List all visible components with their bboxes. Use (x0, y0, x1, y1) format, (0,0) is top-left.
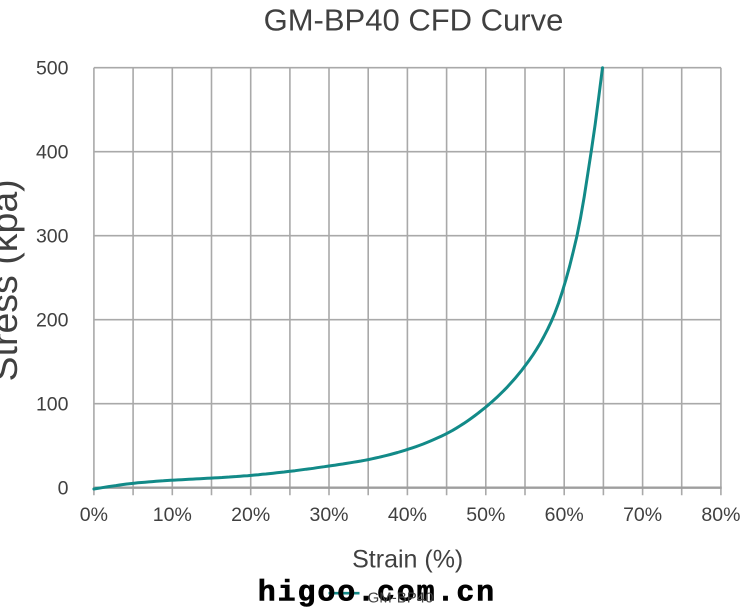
svg-text:Strain (%): Strain (%) (352, 545, 463, 573)
svg-text:60%: 60% (545, 504, 584, 526)
svg-text:500: 500 (36, 57, 69, 79)
svg-text:GM-BP40 CFD Curve: GM-BP40 CFD Curve (264, 3, 564, 38)
svg-text:GM-BP40: GM-BP40 (368, 589, 434, 606)
svg-text:200: 200 (36, 309, 69, 331)
svg-text:70%: 70% (623, 504, 662, 526)
svg-text:80%: 80% (701, 504, 740, 526)
svg-text:50%: 50% (466, 504, 505, 526)
svg-text:30%: 30% (309, 504, 348, 526)
svg-text:100: 100 (36, 393, 69, 415)
svg-text:0%: 0% (80, 504, 108, 526)
svg-text:0: 0 (58, 477, 69, 499)
svg-text:300: 300 (36, 225, 69, 247)
svg-text:higoo.com.cn: higoo.com.cn (258, 576, 496, 610)
svg-text:400: 400 (36, 141, 69, 163)
svg-text:Stress (kpa): Stress (kpa) (0, 179, 25, 381)
svg-text:40%: 40% (388, 504, 427, 526)
svg-text:20%: 20% (231, 504, 270, 526)
svg-text:10%: 10% (153, 504, 192, 526)
